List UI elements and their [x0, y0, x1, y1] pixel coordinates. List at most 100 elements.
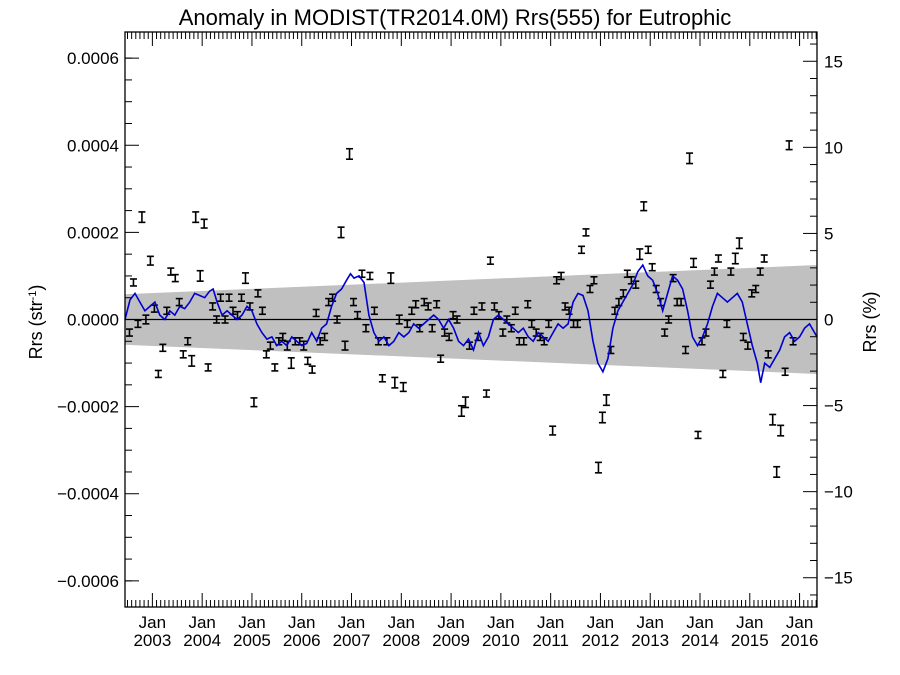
data-point	[549, 425, 557, 436]
x-tick-month-label: Jan	[637, 613, 664, 632]
data-point	[154, 369, 162, 379]
data-point	[636, 248, 644, 261]
data-point	[241, 272, 249, 285]
data-point	[258, 306, 266, 316]
x-tick-year-label: 2009	[432, 631, 470, 650]
y-left-tick-label: 0.0006	[67, 49, 119, 68]
y-axis-left-label-sup: -1	[27, 291, 39, 301]
x-tick-month-label: Jan	[338, 613, 365, 632]
data-point	[486, 256, 494, 265]
y-axis-left-label: Rrs (str-1)	[26, 285, 46, 360]
data-point	[300, 340, 308, 351]
data-point	[752, 284, 760, 294]
data-point	[378, 374, 386, 383]
data-point	[756, 267, 764, 276]
y-right-tick-label: 5	[824, 224, 833, 243]
y-axis-left-label-main: Rrs (str	[26, 300, 46, 359]
data-point	[279, 332, 287, 342]
data-point	[196, 269, 204, 282]
data-point	[574, 319, 582, 329]
data-point	[777, 424, 785, 437]
data-point	[710, 267, 718, 276]
data-point	[225, 293, 233, 303]
data-point	[353, 310, 361, 320]
data-point	[391, 376, 399, 389]
y-axis-right-label: Rrs (%)	[860, 292, 880, 353]
data-point	[482, 389, 490, 398]
data-point	[200, 218, 208, 229]
data-point	[648, 262, 656, 272]
data-point	[441, 328, 449, 337]
data-point	[682, 345, 690, 355]
data-point	[545, 319, 553, 329]
y-right-tick-label: −5	[824, 397, 843, 416]
x-tick-month-label: Jan	[437, 613, 464, 632]
data-point	[221, 315, 229, 324]
y-left-tick-label: 0.0000	[67, 311, 119, 330]
data-point	[370, 306, 378, 316]
data-point	[739, 332, 747, 342]
x-tick-year-label: 2006	[283, 631, 321, 650]
data-point	[785, 140, 793, 151]
x-tick-month-label: Jan	[686, 613, 713, 632]
data-point	[217, 293, 225, 303]
x-tick-year-label: 2004	[183, 631, 221, 650]
data-point	[602, 394, 610, 407]
data-point	[163, 306, 171, 316]
data-point	[665, 315, 673, 324]
data-point	[341, 340, 349, 351]
data-point	[266, 341, 274, 350]
data-point	[129, 278, 137, 287]
data-point	[453, 315, 461, 324]
x-tick-year-label: 2012	[582, 631, 620, 650]
x-tick-month-label: Jan	[139, 613, 166, 632]
data-point	[159, 343, 167, 353]
data-point	[445, 332, 453, 342]
data-point	[262, 350, 270, 359]
data-point	[366, 271, 374, 281]
data-point	[433, 299, 441, 309]
data-point	[250, 397, 258, 408]
x-tick-year-label: 2005	[233, 631, 271, 650]
data-point	[528, 319, 536, 329]
data-point	[333, 315, 341, 324]
x-tick-month-label: Jan	[736, 613, 763, 632]
data-point	[237, 293, 245, 303]
data-point	[329, 293, 337, 303]
y-left-tick-label: −0.0006	[57, 572, 119, 591]
x-tick-year-label: 2015	[731, 631, 769, 650]
data-point	[395, 314, 403, 325]
x-tick-month-label: Jan	[487, 613, 514, 632]
data-point	[714, 254, 722, 263]
x-tick-year-label: 2007	[333, 631, 371, 650]
data-point	[171, 273, 179, 283]
data-point	[686, 152, 694, 165]
data-point	[458, 404, 466, 418]
y-right-tick-label: −15	[824, 569, 853, 588]
x-tick-month-label: Jan	[238, 613, 265, 632]
data-point	[462, 396, 470, 409]
data-point	[640, 201, 648, 212]
data-point	[744, 341, 752, 350]
data-point	[287, 357, 295, 370]
data-point	[511, 306, 519, 316]
data-point	[304, 356, 312, 366]
data-point	[204, 363, 212, 372]
data-point	[362, 323, 370, 333]
data-point	[490, 302, 498, 311]
data-point	[644, 245, 652, 255]
data-point	[387, 272, 395, 285]
data-point	[586, 284, 594, 294]
chart-title: Anomaly in MODIST(TR2014.0M) Rrs(555) fo…	[179, 5, 732, 30]
data-point	[428, 323, 436, 333]
data-point	[719, 369, 727, 379]
y-right-tick-label: 0	[824, 311, 833, 330]
x-tick-year-label: 2003	[133, 631, 171, 650]
data-point	[773, 465, 781, 478]
data-point	[271, 363, 279, 372]
data-point	[598, 411, 606, 424]
data-point	[350, 297, 358, 307]
data-point	[590, 276, 598, 285]
data-point	[184, 336, 192, 346]
data-point	[677, 297, 685, 307]
